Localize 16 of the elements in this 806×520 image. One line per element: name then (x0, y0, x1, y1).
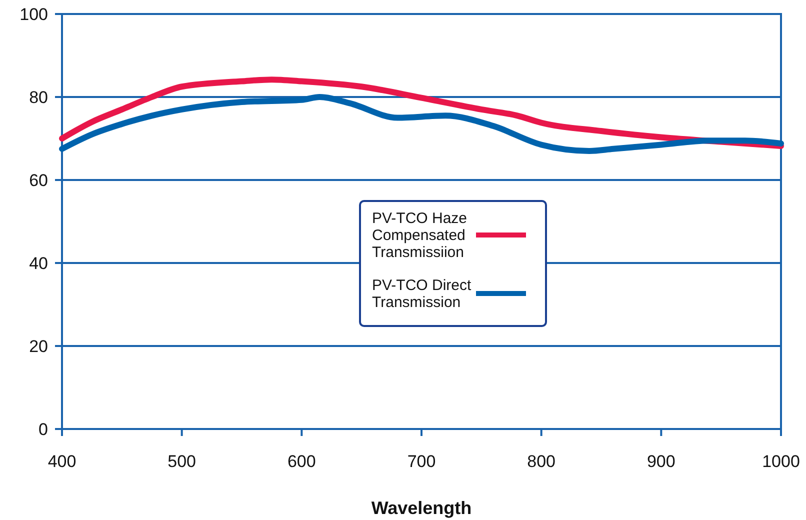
legend-label: PV-TCO Haze Compensated Transmissiion (372, 210, 468, 261)
x-axis-title: Wavelength (371, 498, 472, 518)
x-tick-label: 400 (48, 452, 76, 471)
legend-label: PV-TCO Direct Transmission (372, 277, 472, 311)
y-tick-label: 60 (29, 171, 48, 190)
x-tick-label: 600 (287, 452, 316, 471)
x-tick-label: 800 (527, 452, 556, 471)
x-tick-label: 1000 (762, 452, 800, 471)
x-tick-label: 700 (407, 452, 436, 471)
y-tick-label: 100 (20, 5, 48, 24)
y-tick-label: 40 (29, 254, 48, 273)
x-tick-label: 900 (646, 452, 676, 471)
y-tick-label: 20 (29, 337, 48, 356)
x-tick-label: 500 (168, 452, 196, 471)
y-tick-label: 80 (29, 88, 48, 107)
y-tick-label: 0 (38, 420, 48, 439)
